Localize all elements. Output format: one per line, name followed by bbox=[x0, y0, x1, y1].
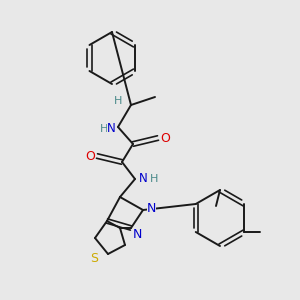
Text: O: O bbox=[160, 131, 170, 145]
Text: H: H bbox=[114, 96, 122, 106]
Text: N: N bbox=[107, 122, 116, 136]
Text: O: O bbox=[85, 149, 95, 163]
Text: N: N bbox=[147, 202, 156, 215]
Text: H: H bbox=[150, 174, 158, 184]
Text: N: N bbox=[133, 227, 142, 241]
Text: S: S bbox=[90, 251, 98, 265]
Text: H: H bbox=[100, 124, 108, 134]
Text: N: N bbox=[139, 172, 148, 185]
